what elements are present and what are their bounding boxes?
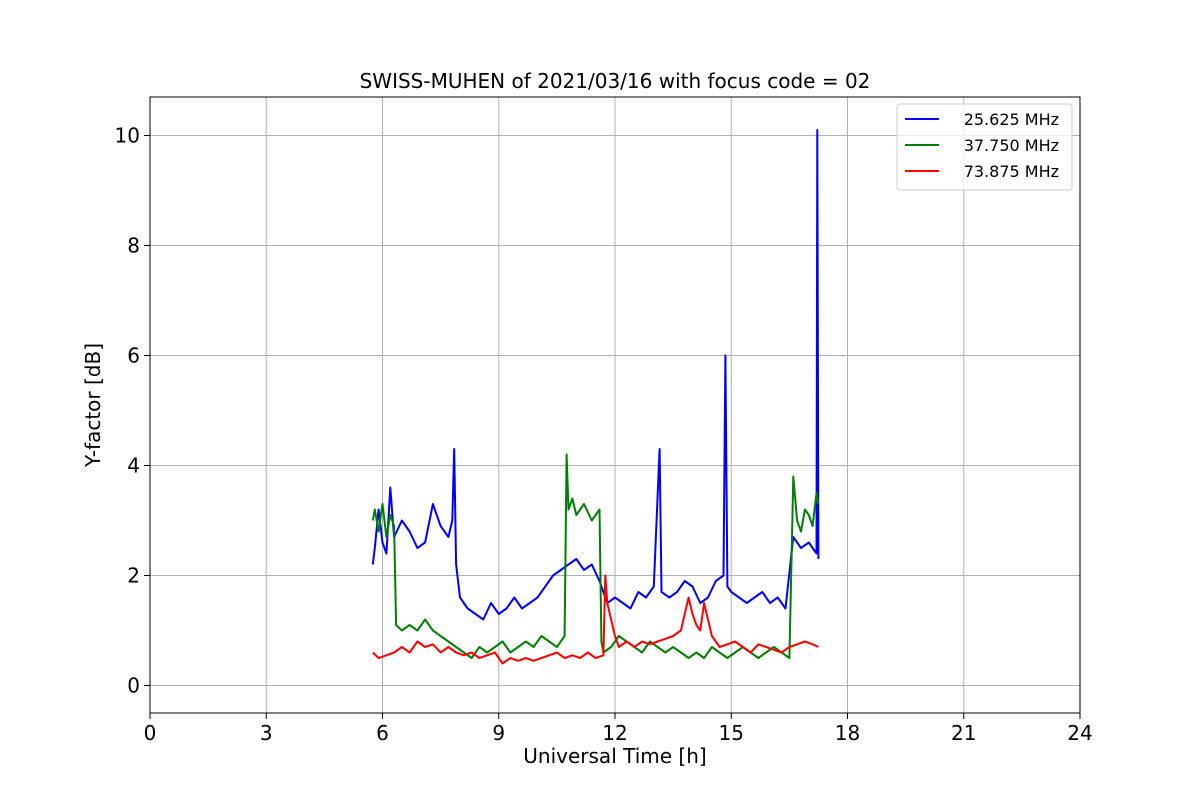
x-tick-label: 18 bbox=[835, 721, 860, 745]
x-tick-label: 15 bbox=[719, 721, 744, 745]
grid bbox=[149, 97, 1081, 713]
x-tick-label: 12 bbox=[602, 721, 627, 745]
legend-label: 25.625 MHz bbox=[964, 110, 1059, 129]
series-line-3 bbox=[372, 574, 819, 665]
y-tick-label: 8 bbox=[127, 234, 140, 258]
y-tick-label: 10 bbox=[115, 124, 140, 148]
plot-lines bbox=[371, 129, 820, 665]
y-axis-label: Y-factor [dB] bbox=[81, 343, 105, 468]
legend-label: 73.875 MHz bbox=[964, 162, 1059, 181]
chart-title: SWISS-MUHEN of 2021/03/16 with focus cod… bbox=[360, 69, 871, 93]
x-axis-label: Universal Time [h] bbox=[523, 744, 706, 768]
y-tick-label: 4 bbox=[127, 454, 140, 478]
x-tick-label: 9 bbox=[492, 721, 505, 745]
x-tick-label: 24 bbox=[1067, 721, 1092, 745]
series-line-2 bbox=[371, 453, 820, 659]
legend: 25.625 MHz 37.750 MHz 73.875 MHz bbox=[896, 103, 1073, 191]
series-line-1 bbox=[371, 129, 820, 621]
y-tick-label: 6 bbox=[127, 344, 140, 368]
y-tick-label: 2 bbox=[127, 564, 140, 588]
x-tick-label: 6 bbox=[376, 721, 389, 745]
legend-label: 37.750 MHz bbox=[964, 136, 1059, 155]
x-tick-label: 3 bbox=[260, 721, 273, 745]
x-tick-label: 21 bbox=[951, 721, 976, 745]
y-tick-label: 0 bbox=[127, 674, 140, 698]
x-tick-label: 0 bbox=[144, 721, 157, 745]
legend-box bbox=[896, 103, 1073, 191]
